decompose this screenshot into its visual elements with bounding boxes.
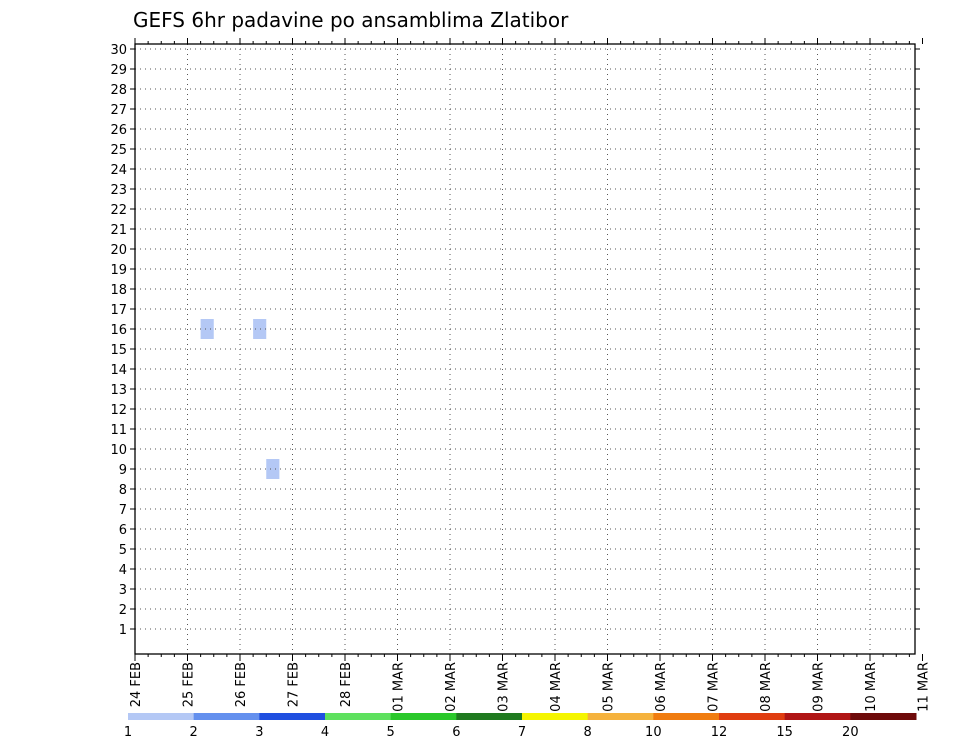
y-tick-label-6: 7 [119,503,127,518]
y-tick-label-21: 22 [110,203,127,218]
y-tick-label-12: 13 [110,383,127,398]
y-tick-label-27: 28 [110,83,127,98]
y-tick-label-24: 25 [110,143,127,158]
legend-label-2: 3 [255,725,263,740]
cell-2 [266,459,280,479]
y-tick-label-0: 1 [119,623,127,638]
legend-label-5: 6 [452,725,460,740]
x-tick-label-2: 26 FEB [234,662,249,707]
y-tick-label-2: 3 [119,583,127,598]
legend-swatch-4 [390,713,457,720]
legend-swatch-10 [784,713,851,720]
y-tick-label-19: 20 [110,243,127,258]
y-tick-label-22: 23 [110,183,127,198]
legend: 1 2 3 4 5 6 7 8 10 12 15 20 [124,713,917,740]
y-tick-label-3: 4 [119,563,127,578]
grid-layer [135,44,915,654]
legend-swatch-1 [193,713,260,720]
legend-label-1: 2 [190,725,198,740]
x-tick-label-13: 09 MAR [812,662,827,712]
y-tick-label-1: 2 [119,603,127,618]
legend-label-9: 12 [711,725,728,740]
y-tick-label-23: 24 [110,163,127,178]
legend-swatch-0 [128,713,195,720]
y-tick-label-13: 14 [110,363,127,378]
x-tick-label-4: 28 FEB [339,662,354,707]
legend-label-0: 1 [124,725,132,740]
y-tick-label-20: 21 [110,223,127,238]
legend-swatch-3 [325,713,392,720]
y-tick-label-15: 16 [110,323,127,338]
y-tick-label-29: 30 [110,43,127,58]
x-tick-label-3: 27 FEB [287,662,302,707]
cell-0 [200,319,214,339]
legend-swatch-5 [456,713,523,720]
legend-swatch-2 [259,713,326,720]
axis-layer: 1234567891011121314151617181920212223242… [110,38,932,712]
y-tick-label-8: 9 [119,463,127,478]
legend-label-8: 10 [645,725,662,740]
y-tick-label-9: 10 [110,443,127,458]
cell-1 [253,319,267,339]
x-tick-label-1: 25 FEB [182,662,197,707]
x-tick-label-5: 01 MAR [392,662,407,712]
y-tick-label-4: 5 [119,543,127,558]
legend-label-10: 15 [776,725,793,740]
y-tick-label-16: 17 [110,303,127,318]
y-tick-label-7: 8 [119,483,127,498]
legend-label-6: 7 [518,725,526,740]
x-tick-label-6: 02 MAR [444,662,459,712]
x-tick-label-11: 07 MAR [707,662,722,712]
x-tick-label-10: 06 MAR [654,662,669,712]
x-tick-label-12: 08 MAR [759,662,774,712]
x-tick-label-9: 05 MAR [602,662,617,712]
legend-label-3: 4 [321,725,329,740]
y-tick-label-11: 12 [110,403,127,418]
x-tick-label-14: 10 MAR [864,662,879,712]
x-tick-label-7: 03 MAR [497,662,512,712]
y-tick-label-14: 15 [110,343,127,358]
x-tick-label-15: 11 MAR [917,662,932,712]
y-tick-label-5: 6 [119,523,127,538]
x-tick-label-8: 04 MAR [549,662,564,712]
legend-swatch-6 [522,713,589,720]
y-tick-label-25: 26 [110,123,127,138]
legend-swatch-9 [719,713,786,720]
legend-swatch-11 [850,713,917,720]
legend-label-7: 8 [584,725,592,740]
y-tick-label-26: 27 [110,103,127,118]
legend-label-4: 5 [387,725,395,740]
y-tick-label-18: 19 [110,263,127,278]
cells-layer [200,319,280,479]
chart-title: GEFS 6hr padavine po ansamblima Zlatibor [133,8,569,32]
y-tick-label-28: 29 [110,63,127,78]
legend-swatch-8 [653,713,720,720]
x-tick-label-0: 24 FEB [129,662,144,707]
y-tick-label-17: 18 [110,283,127,298]
y-tick-label-10: 11 [110,423,127,438]
legend-swatch-7 [587,713,654,720]
legend-label-11: 20 [842,725,859,740]
